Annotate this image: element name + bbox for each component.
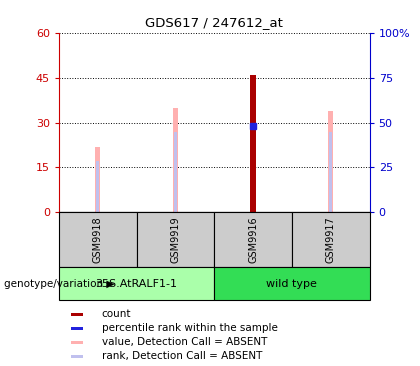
Bar — [214, 212, 292, 267]
Bar — [329, 132, 332, 212]
Bar — [328, 111, 333, 212]
Text: count: count — [102, 309, 131, 319]
Bar — [136, 212, 214, 267]
Text: wild type: wild type — [266, 279, 318, 289]
Bar — [59, 212, 136, 267]
Bar — [174, 132, 177, 212]
Bar — [71, 313, 83, 316]
Text: GSM9916: GSM9916 — [248, 216, 258, 263]
Bar — [96, 161, 99, 212]
Bar — [95, 146, 100, 212]
Bar — [173, 108, 178, 212]
Text: genotype/variation ▶: genotype/variation ▶ — [4, 279, 115, 289]
Bar — [251, 75, 255, 212]
Bar — [214, 267, 370, 300]
Text: rank, Detection Call = ABSENT: rank, Detection Call = ABSENT — [102, 351, 262, 362]
Text: 35S.AtRALF1-1: 35S.AtRALF1-1 — [95, 279, 178, 289]
Bar — [250, 75, 256, 212]
Text: GSM9917: GSM9917 — [326, 216, 336, 263]
Text: GSM9919: GSM9919 — [171, 216, 180, 263]
Text: GSM9918: GSM9918 — [93, 216, 102, 263]
Bar — [71, 327, 83, 330]
Title: GDS617 / 247612_at: GDS617 / 247612_at — [145, 16, 283, 29]
Text: value, Detection Call = ABSENT: value, Detection Call = ABSENT — [102, 337, 267, 347]
Bar — [59, 267, 214, 300]
Bar — [252, 126, 255, 212]
Bar — [71, 341, 83, 344]
Text: percentile rank within the sample: percentile rank within the sample — [102, 324, 278, 333]
Bar — [71, 355, 83, 358]
Bar — [292, 212, 370, 267]
